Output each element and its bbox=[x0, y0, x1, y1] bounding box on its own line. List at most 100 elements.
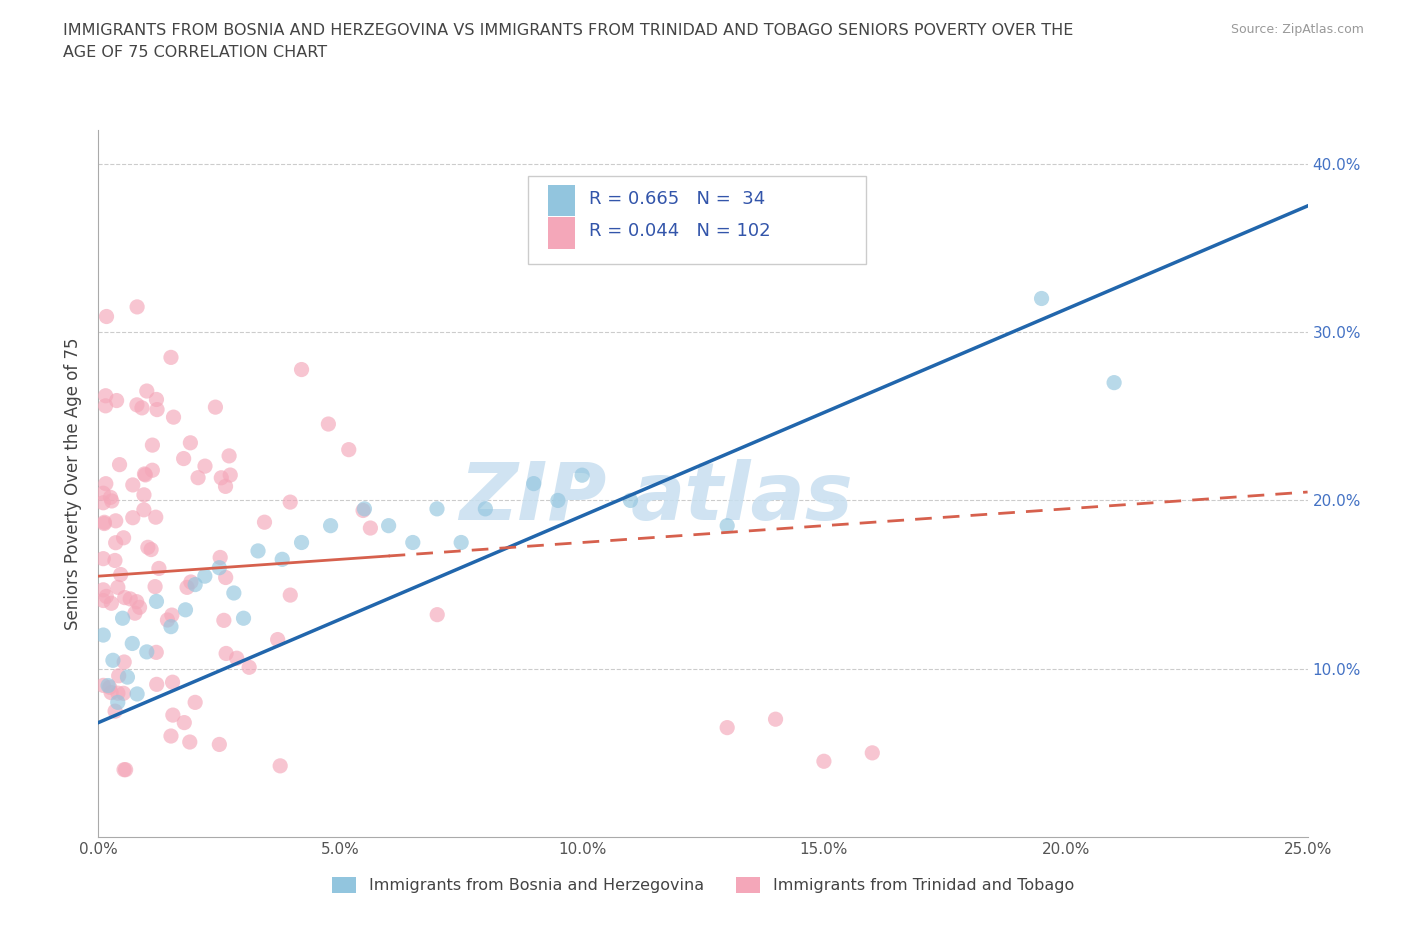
Point bbox=[91, 628, 114, 643]
Point bbox=[108, 458, 131, 472]
Point bbox=[377, 518, 399, 533]
Point bbox=[125, 594, 148, 609]
Point bbox=[96, 309, 118, 324]
Point bbox=[426, 501, 449, 516]
Point bbox=[96, 589, 118, 604]
Point bbox=[104, 513, 127, 528]
Point bbox=[105, 393, 128, 408]
Point bbox=[359, 521, 381, 536]
Point bbox=[1031, 291, 1053, 306]
Point bbox=[232, 611, 254, 626]
Point bbox=[271, 551, 294, 566]
Point bbox=[120, 591, 142, 606]
Bar bbox=[548, 217, 575, 249]
Point bbox=[100, 494, 122, 509]
Point bbox=[225, 651, 247, 666]
Point bbox=[134, 468, 156, 483]
Point bbox=[1102, 375, 1125, 390]
Point bbox=[474, 501, 496, 516]
Point bbox=[215, 570, 238, 585]
Point bbox=[91, 496, 114, 511]
Point bbox=[145, 594, 167, 609]
Point bbox=[156, 613, 179, 628]
Point bbox=[94, 398, 117, 413]
Point bbox=[104, 536, 127, 551]
Point bbox=[174, 603, 197, 618]
Point bbox=[145, 644, 167, 659]
Point bbox=[353, 501, 375, 516]
Point bbox=[100, 490, 122, 505]
Point bbox=[143, 579, 166, 594]
Point bbox=[215, 646, 238, 661]
Point bbox=[112, 763, 135, 777]
Point bbox=[173, 715, 195, 730]
Point bbox=[125, 397, 148, 412]
Point bbox=[100, 596, 122, 611]
Point bbox=[160, 607, 183, 622]
Legend: Immigrants from Bosnia and Herzegovina, Immigrants from Trinidad and Tobago: Immigrants from Bosnia and Herzegovina, … bbox=[326, 870, 1080, 899]
Point bbox=[619, 493, 641, 508]
Point bbox=[117, 670, 139, 684]
Text: R = 0.665   N =  34: R = 0.665 N = 34 bbox=[589, 190, 766, 207]
Text: Source: ZipAtlas.com: Source: ZipAtlas.com bbox=[1230, 23, 1364, 36]
Point bbox=[162, 675, 184, 690]
Point bbox=[148, 561, 170, 576]
Point bbox=[179, 435, 201, 450]
Text: R = 0.044   N = 102: R = 0.044 N = 102 bbox=[589, 222, 770, 240]
Point bbox=[114, 591, 136, 605]
Point bbox=[813, 754, 835, 769]
Point bbox=[571, 468, 593, 483]
Point bbox=[187, 471, 209, 485]
FancyBboxPatch shape bbox=[527, 176, 866, 264]
Point bbox=[107, 669, 129, 684]
Point bbox=[269, 758, 291, 773]
Text: ZIP: ZIP bbox=[458, 458, 606, 537]
Point bbox=[91, 678, 114, 693]
Point bbox=[765, 711, 787, 726]
Point bbox=[208, 737, 231, 751]
Point bbox=[107, 695, 129, 710]
Point bbox=[112, 685, 135, 700]
Point bbox=[127, 299, 149, 314]
Point bbox=[145, 392, 167, 407]
Point bbox=[716, 720, 738, 735]
Point bbox=[194, 458, 217, 473]
Point bbox=[97, 678, 120, 693]
Point bbox=[337, 442, 360, 457]
Point bbox=[247, 543, 270, 558]
Point bbox=[179, 735, 201, 750]
Point bbox=[93, 516, 115, 531]
Point bbox=[219, 468, 242, 483]
Point bbox=[290, 535, 312, 550]
Point bbox=[209, 550, 232, 565]
Point bbox=[173, 451, 195, 466]
Point bbox=[93, 515, 115, 530]
Point bbox=[91, 593, 114, 608]
Point bbox=[162, 410, 184, 425]
Point bbox=[128, 600, 150, 615]
Point bbox=[208, 560, 231, 575]
Point bbox=[194, 569, 217, 584]
Point bbox=[352, 503, 374, 518]
Point bbox=[319, 518, 342, 533]
Point bbox=[139, 542, 162, 557]
Point bbox=[402, 535, 425, 550]
Point bbox=[716, 518, 738, 533]
Point bbox=[145, 677, 167, 692]
Point bbox=[104, 704, 127, 719]
Point bbox=[278, 588, 301, 603]
Point bbox=[135, 644, 157, 659]
Point bbox=[184, 695, 207, 710]
Point bbox=[91, 485, 114, 500]
Point bbox=[101, 653, 124, 668]
Point bbox=[290, 362, 312, 377]
Point bbox=[204, 400, 226, 415]
Bar bbox=[548, 185, 575, 217]
Point bbox=[426, 607, 449, 622]
Point bbox=[160, 350, 183, 365]
Point bbox=[131, 401, 153, 416]
Point bbox=[860, 746, 883, 761]
Point bbox=[112, 655, 135, 670]
Point bbox=[110, 567, 132, 582]
Point bbox=[214, 479, 236, 494]
